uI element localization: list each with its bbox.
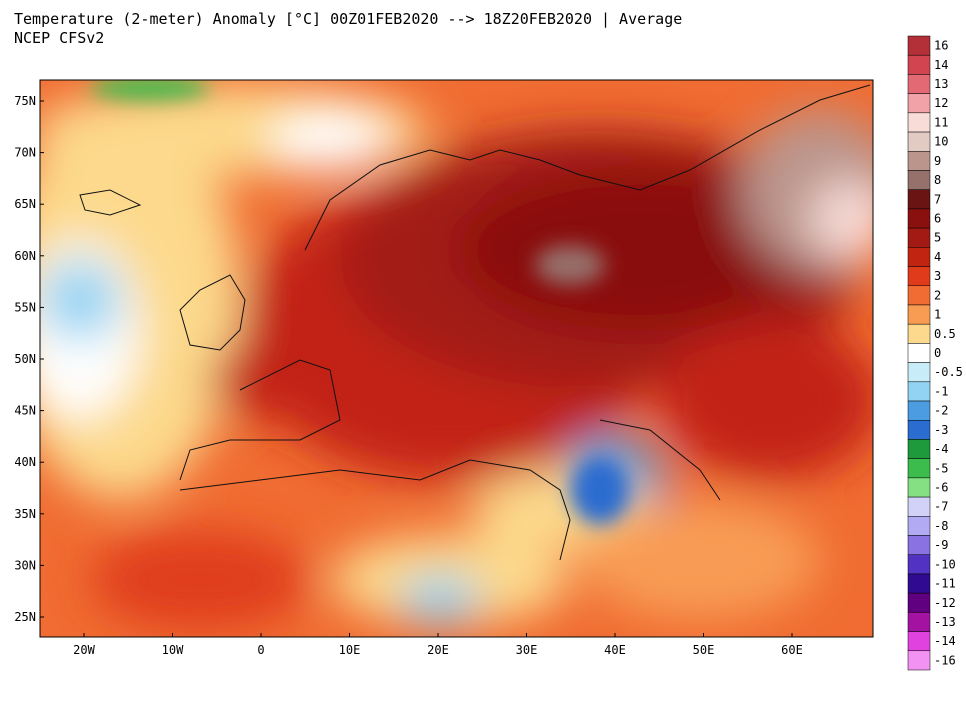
colorbar-swatch — [907, 516, 931, 536]
colorbar-swatch — [907, 381, 931, 402]
lat-label: 30N — [14, 558, 36, 572]
colorbar-label: 9 — [934, 154, 941, 168]
colorbar-swatch — [907, 612, 931, 632]
colorbar-swatch — [907, 343, 931, 363]
colorbar-label: 11 — [934, 115, 948, 129]
colorbar-swatch — [907, 477, 931, 498]
colorbar-swatch — [907, 535, 931, 555]
colorbar-swatch — [907, 227, 931, 248]
colorbar-label: 5 — [934, 231, 941, 245]
colorbar-swatch — [907, 323, 931, 344]
lon-label: 50E — [693, 643, 715, 657]
colorbar-label: 13 — [934, 77, 948, 91]
colorbar-label: 7 — [934, 192, 941, 206]
colorbar-swatch — [907, 170, 931, 190]
colorbar-label: 0 — [934, 346, 941, 360]
colorbar-swatch — [907, 189, 931, 210]
colorbar-label: 14 — [934, 58, 948, 72]
lat-label: 70N — [14, 146, 36, 160]
colorbar-swatch — [907, 247, 931, 267]
colorbar-label: -5 — [934, 461, 948, 475]
colorbar-swatch — [907, 151, 931, 171]
colorbar-swatch — [907, 400, 931, 421]
lon-label: 20E — [427, 643, 449, 657]
colorbar-label: -8 — [934, 519, 948, 533]
colorbar-swatch — [907, 458, 931, 479]
colorbar-label: -10 — [934, 557, 956, 571]
colorbar-label: -0.5 — [934, 365, 963, 379]
colorbar-label: -13 — [934, 615, 956, 629]
subtitle: NCEP CFSv2 — [14, 29, 104, 47]
colorbar-swatch — [907, 304, 931, 325]
lon-label: 40E — [604, 643, 626, 657]
lon-label: 30E — [516, 643, 538, 657]
lat-label: 50N — [14, 352, 36, 366]
colorbar-swatch — [907, 419, 931, 440]
colorbar-swatch — [907, 592, 931, 613]
title: Temperature (2-meter) Anomaly [°C] 00Z01… — [14, 10, 682, 28]
lat-label: 25N — [14, 610, 36, 624]
colorbar-label: -16 — [934, 653, 956, 667]
anomaly-field — [40, 80, 873, 637]
colorbar-swatch — [907, 54, 931, 75]
lat-label: 75N — [14, 94, 36, 108]
lon-label: 20W — [73, 643, 95, 657]
colorbar-swatch — [907, 74, 931, 94]
colorbar-swatch — [907, 112, 931, 133]
colorbar-label: -7 — [934, 500, 948, 514]
colorbar-swatch — [907, 631, 931, 652]
colorbar-swatch — [907, 554, 931, 575]
colorbar-label: -9 — [934, 538, 948, 552]
lat-label: 35N — [14, 507, 36, 521]
coastlines — [79, 84, 871, 561]
lon-label: 10W — [162, 643, 184, 657]
colorbar-label: 10 — [934, 135, 948, 149]
colorbar-swatch — [907, 496, 931, 517]
colorbar-label: -3 — [934, 423, 948, 437]
colorbar-label: -12 — [934, 596, 956, 610]
colorbar-swatch — [907, 208, 931, 229]
colorbar-label: -14 — [934, 634, 956, 648]
colorbar-swatch — [907, 131, 931, 152]
colorbar-swatch — [907, 35, 931, 56]
lat-label: 60N — [14, 249, 36, 263]
lat-label: 40N — [14, 455, 36, 469]
colorbar-swatch — [907, 650, 931, 671]
colorbar-label: -4 — [934, 442, 948, 456]
colorbar-label: 6 — [934, 212, 941, 226]
lat-label: 65N — [14, 197, 36, 211]
lat-label: 55N — [14, 300, 36, 314]
colorbar-label: 3 — [934, 269, 941, 283]
colorbar-label: 2 — [934, 288, 941, 302]
colorbar-swatch — [907, 362, 931, 383]
colorbar-swatch — [907, 266, 931, 287]
colorbar-label: 1 — [934, 308, 941, 322]
colorbar-label: -11 — [934, 577, 956, 591]
colorbar-label: 4 — [934, 250, 941, 264]
colorbar-swatch — [907, 439, 931, 459]
lon-label: 10E — [339, 643, 361, 657]
lat-label: 45N — [14, 404, 36, 418]
colorbar-swatch — [907, 93, 931, 114]
lon-label: 60E — [781, 643, 803, 657]
colorbar-label: 8 — [934, 173, 941, 187]
colorbar-label: -2 — [934, 404, 948, 418]
colorbar-label: 12 — [934, 96, 948, 110]
colorbar-label: 16 — [934, 39, 948, 53]
lon-label: 0 — [257, 643, 264, 657]
colorbar-label: -6 — [934, 480, 948, 494]
colorbar-label: 0.5 — [934, 327, 956, 341]
colorbar-swatch — [907, 573, 931, 594]
colorbar-swatch — [907, 285, 931, 306]
colorbar-label: -1 — [934, 384, 948, 398]
